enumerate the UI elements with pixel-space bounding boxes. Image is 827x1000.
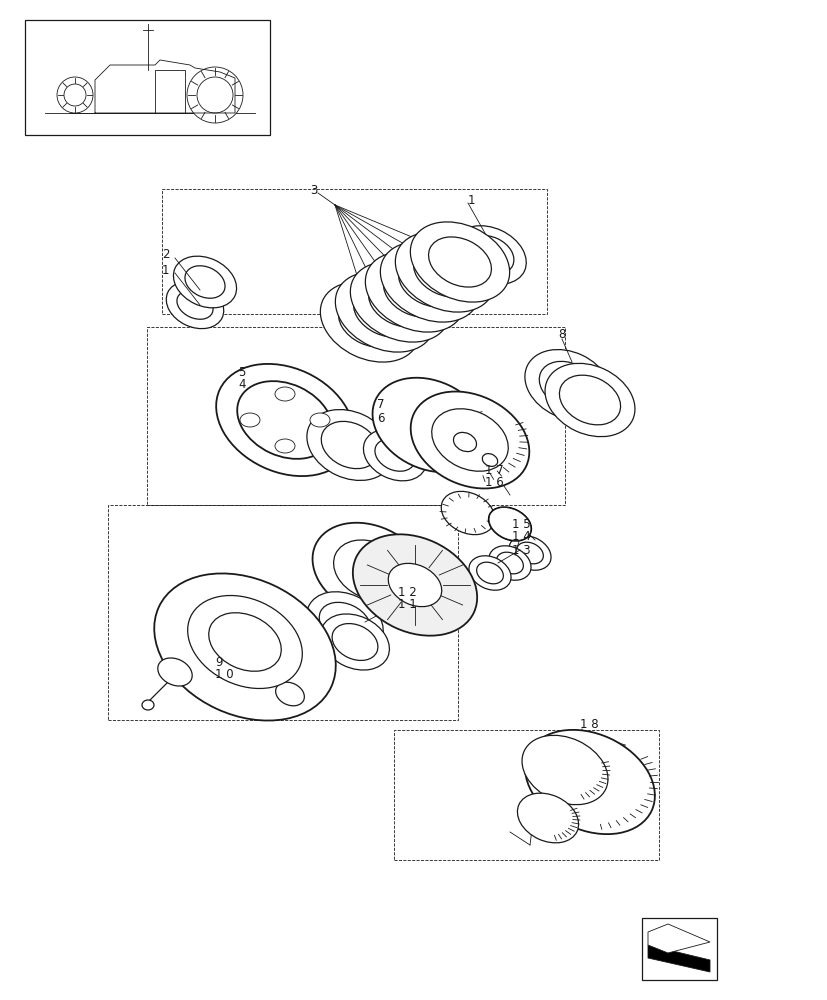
Ellipse shape: [338, 297, 401, 347]
Ellipse shape: [158, 658, 192, 686]
Polygon shape: [648, 924, 709, 953]
Ellipse shape: [275, 387, 294, 401]
Ellipse shape: [319, 602, 370, 644]
Ellipse shape: [559, 375, 620, 425]
Ellipse shape: [321, 421, 378, 469]
Ellipse shape: [380, 242, 479, 322]
Text: 1 4: 1 4: [511, 530, 530, 544]
Ellipse shape: [173, 256, 237, 308]
Ellipse shape: [177, 291, 213, 319]
Text: 5: 5: [237, 365, 245, 378]
Ellipse shape: [544, 363, 634, 437]
Ellipse shape: [141, 700, 154, 710]
Bar: [25, 20, 270, 135]
Text: 8: 8: [557, 328, 565, 342]
Bar: [641, 918, 716, 980]
Ellipse shape: [352, 534, 476, 636]
Ellipse shape: [413, 247, 476, 297]
Ellipse shape: [237, 381, 332, 459]
Ellipse shape: [516, 542, 543, 564]
Text: 7: 7: [376, 398, 384, 412]
Ellipse shape: [410, 222, 509, 302]
Text: 1 8: 1 8: [579, 718, 598, 732]
Ellipse shape: [166, 281, 223, 329]
Ellipse shape: [320, 282, 419, 362]
Ellipse shape: [350, 262, 449, 342]
Ellipse shape: [441, 491, 495, 535]
Ellipse shape: [517, 793, 578, 843]
Text: 1 2: 1 2: [398, 585, 416, 598]
Ellipse shape: [453, 226, 526, 284]
Ellipse shape: [197, 77, 232, 113]
Text: 1 3: 1 3: [511, 544, 530, 556]
Bar: [108, 505, 457, 720]
Ellipse shape: [482, 454, 497, 466]
Ellipse shape: [489, 546, 530, 580]
Ellipse shape: [187, 67, 242, 123]
Ellipse shape: [240, 413, 260, 427]
Ellipse shape: [64, 84, 86, 106]
Ellipse shape: [496, 552, 523, 574]
Text: 1: 1: [162, 263, 170, 276]
Bar: [394, 730, 658, 860]
Ellipse shape: [363, 429, 426, 481]
Ellipse shape: [306, 592, 383, 654]
Ellipse shape: [521, 735, 607, 805]
Text: 1 0: 1 0: [215, 668, 233, 682]
Ellipse shape: [184, 266, 225, 298]
Ellipse shape: [372, 378, 487, 472]
Ellipse shape: [332, 624, 377, 660]
Ellipse shape: [410, 392, 528, 488]
Ellipse shape: [428, 237, 491, 287]
Ellipse shape: [466, 236, 514, 274]
Ellipse shape: [57, 77, 93, 113]
Ellipse shape: [368, 277, 431, 327]
Ellipse shape: [375, 439, 414, 471]
Text: 9: 9: [215, 656, 222, 668]
Ellipse shape: [312, 523, 427, 617]
Ellipse shape: [320, 614, 389, 670]
Ellipse shape: [309, 413, 330, 427]
Ellipse shape: [538, 361, 596, 409]
Ellipse shape: [154, 573, 336, 721]
Ellipse shape: [353, 287, 416, 337]
Ellipse shape: [398, 257, 461, 307]
Ellipse shape: [394, 232, 494, 312]
Ellipse shape: [335, 272, 434, 352]
Ellipse shape: [275, 439, 294, 453]
Ellipse shape: [208, 613, 281, 671]
Ellipse shape: [216, 364, 353, 476]
Text: 4: 4: [237, 378, 245, 391]
Ellipse shape: [388, 563, 442, 607]
Polygon shape: [648, 945, 709, 972]
Ellipse shape: [275, 682, 304, 706]
Ellipse shape: [509, 536, 551, 570]
Ellipse shape: [476, 562, 503, 584]
Text: 1 6: 1 6: [485, 477, 503, 489]
Bar: [162, 189, 547, 314]
Ellipse shape: [453, 432, 476, 452]
Ellipse shape: [524, 350, 610, 420]
Ellipse shape: [365, 252, 464, 332]
Ellipse shape: [468, 556, 510, 590]
Ellipse shape: [307, 410, 393, 480]
Ellipse shape: [489, 508, 530, 540]
Ellipse shape: [524, 730, 654, 834]
Text: 1 7: 1 7: [485, 464, 503, 477]
Bar: [147, 327, 564, 505]
Ellipse shape: [333, 540, 406, 600]
Text: 3: 3: [309, 184, 317, 196]
Text: 1 1: 1 1: [398, 598, 416, 611]
Ellipse shape: [431, 409, 508, 471]
Text: 2: 2: [162, 248, 170, 261]
Text: 1 5: 1 5: [511, 518, 530, 530]
Ellipse shape: [188, 596, 302, 688]
Text: 1: 1: [467, 194, 475, 207]
Ellipse shape: [383, 267, 446, 317]
Text: 6: 6: [376, 412, 384, 424]
